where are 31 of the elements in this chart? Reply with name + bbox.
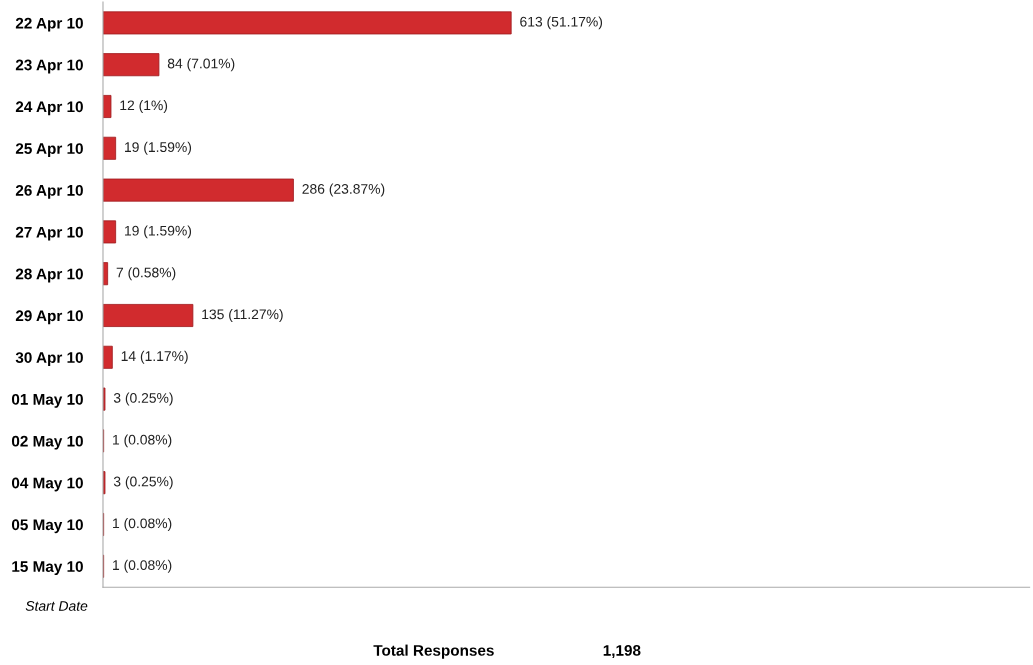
y-tick-label: 22 Apr 10 — [15, 17, 83, 32]
y-tick-label: 30 Apr 10 — [15, 352, 83, 366]
y-tick-label: 02 May 10 — [11, 435, 83, 450]
y-tick-label: 25 Apr 10 — [15, 143, 83, 157]
text: 1,198 — [603, 644, 641, 659]
y-axis-title: Start Date — [25, 601, 88, 611]
y-tick-label: 28 Apr 10 — [15, 268, 83, 283]
data-label: 135 (11.27%) — [202, 309, 283, 322]
data-label: 7 (0.58%) — [116, 267, 176, 281]
y-tick-label: 01 May 10 — [11, 393, 83, 408]
data-label: 3 (0.25%) — [113, 392, 173, 406]
data-label: 286 (23.87%) — [302, 183, 385, 197]
data-label: 1 (0.08%) — [113, 518, 172, 531]
y-tick-label: 04 May 10 — [11, 477, 83, 492]
data-label: 14 (1.17%) — [121, 350, 188, 364]
data-label: 84 (7.01%) — [167, 58, 235, 72]
y-tick-label: 05 May 10 — [11, 519, 83, 534]
data-label: 3 (0.25%) — [113, 476, 173, 490]
data-label: 1 (0.08%) — [113, 434, 172, 448]
data-label: 12 (1%) — [120, 100, 168, 113]
y-tick-label: 29 Apr 10 — [15, 310, 83, 325]
y-tick-label: 15 May 10 — [12, 561, 83, 575]
y-tick-label: 27 Apr 10 — [15, 226, 83, 241]
text: Total Responses — [373, 644, 494, 659]
data-label: 1 (0.08%) — [113, 559, 172, 573]
y-tick-label: 23 Apr 10 — [15, 59, 83, 74]
data-label: 19 (1.59%) — [125, 225, 192, 239]
y-tick-label: 24 Apr 10 — [15, 101, 83, 116]
data-label: 19 (1.59%) — [125, 141, 192, 155]
y-tick-label: 26 Apr 10 — [15, 184, 83, 199]
data-label: 613 (51.17%) — [520, 16, 603, 30]
